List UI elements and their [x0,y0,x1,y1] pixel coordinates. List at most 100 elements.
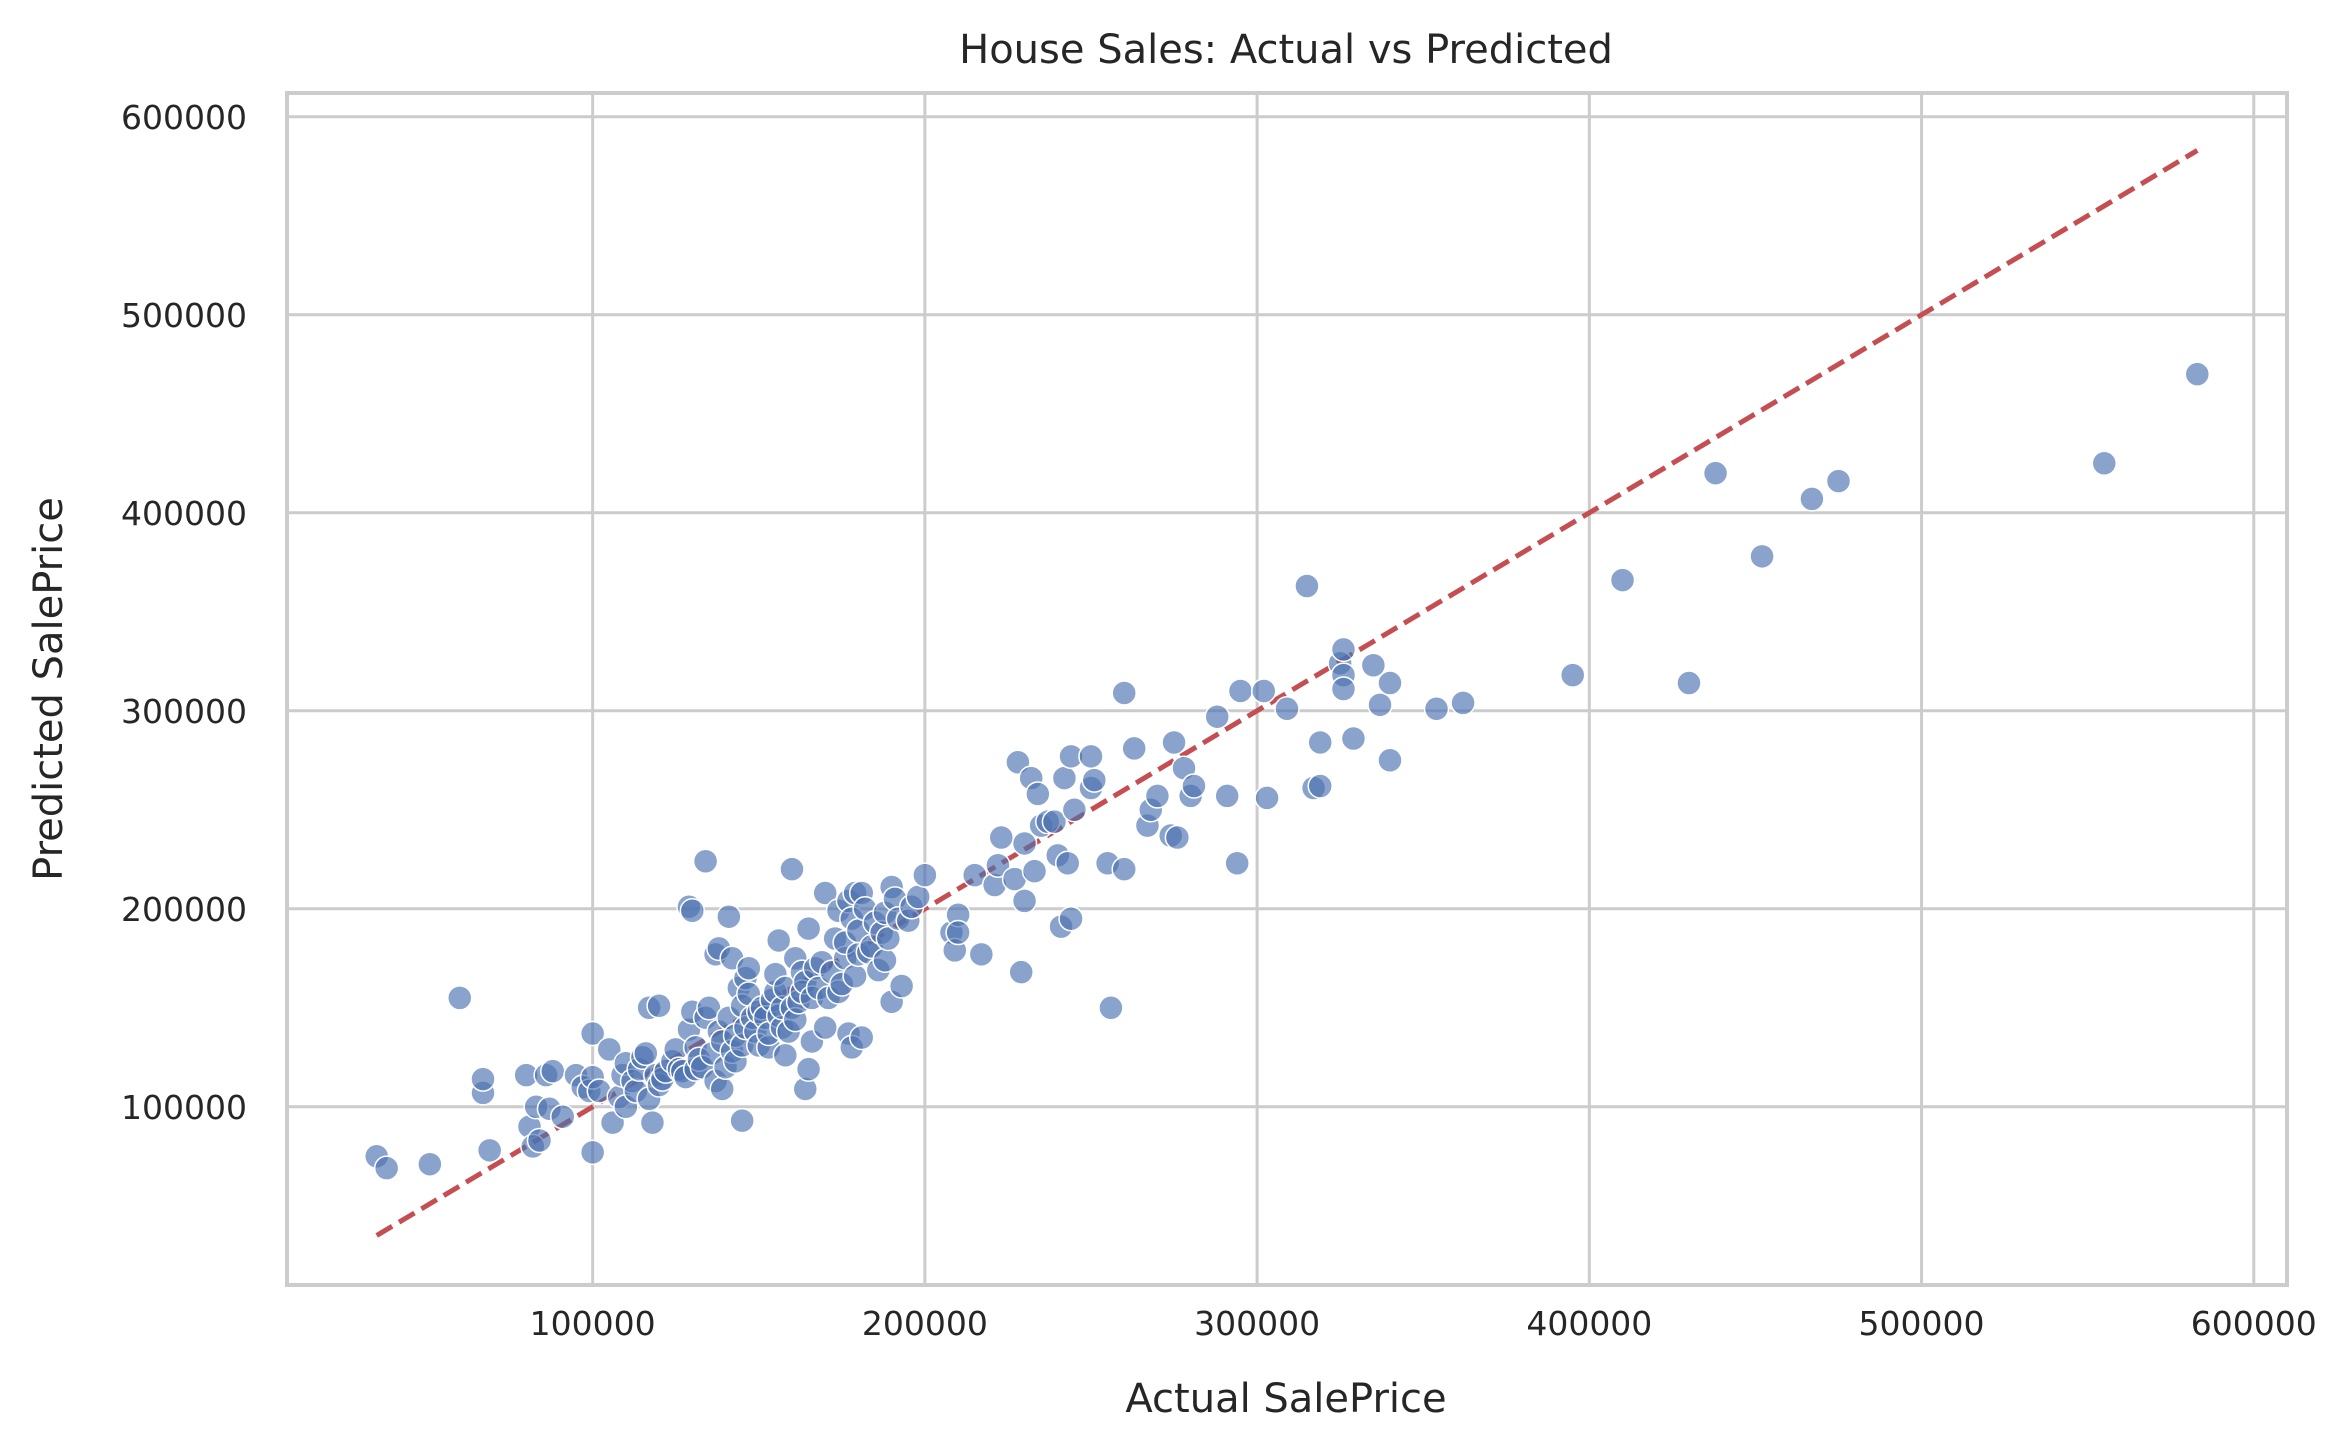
data-point [1041,808,1068,835]
data-point [795,1056,822,1082]
data-point [795,915,822,942]
data-point [1250,678,1277,704]
data-point [1274,696,1300,722]
data-point [692,848,719,875]
y-tick-label: 500000 [121,296,247,335]
y-tick-label: 200000 [121,890,247,929]
data-point [1307,729,1333,756]
data-point [447,985,473,1011]
data-point [985,852,1011,878]
data-point [476,1137,503,1164]
data-point [812,880,838,906]
data-point [1294,573,1320,599]
data-point [872,947,898,974]
chart-title: House Sales: Actual vs Predicted [959,27,1613,73]
data-point [373,1155,400,1181]
data-point [1330,636,1357,663]
data-point [1676,670,1702,696]
data-point [988,824,1015,851]
data-point [1061,797,1088,823]
data-point [1224,850,1250,876]
data-point [1204,703,1230,730]
data-point [2091,450,2118,477]
data-point [646,993,672,1019]
data-point [1450,690,1476,716]
plot-frame [285,91,2289,1287]
data-point [1254,785,1280,811]
data-point [945,919,971,946]
data-point [1340,725,1367,752]
data-point [2184,361,2211,387]
data-point [1749,543,1775,570]
data-point [579,1139,606,1166]
data-point [1227,678,1254,704]
x-axis-label: Actual SalePrice [1125,1376,1446,1422]
data-point [1307,773,1333,799]
data-point [1181,773,1207,799]
x-tick-labels: 100000 200000 300000 400000 500000 600000 [530,1304,2317,1343]
x-tick-label: 100000 [530,1304,656,1343]
data-point [1825,468,1852,494]
data-point [1702,460,1729,486]
data-point [1559,662,1586,688]
data-point [729,1107,755,1134]
y-tick-label: 600000 [121,98,247,137]
data-point [1144,783,1171,809]
data-point [716,903,742,930]
x-tick-label: 200000 [862,1304,988,1343]
data-point [1008,959,1034,985]
data-point [888,973,915,999]
data-point [1058,905,1084,932]
data-point [1161,729,1187,756]
data-point [1214,783,1240,809]
data-point [1021,858,1048,884]
data-point [905,884,931,910]
data-point [549,1103,576,1130]
data-point [1121,735,1147,762]
data-point [1081,767,1108,793]
data-point [526,1127,553,1154]
x-tick-label: 500000 [1859,1304,1985,1343]
data-point [1360,652,1387,678]
x-tick-label: 300000 [1194,1304,1320,1343]
data-point [736,955,762,981]
data-point [1011,830,1038,857]
data-point [1111,680,1137,706]
data-point [1423,696,1450,722]
data-point [1367,692,1393,718]
data-point [679,898,706,924]
y-tick-labels: 100000 200000 300000 400000 500000 600000 [121,98,247,1127]
data-point [1051,765,1078,791]
data-point [596,1036,623,1063]
data-point [1098,995,1124,1021]
data-point [912,862,938,888]
data-point [1111,856,1137,882]
x-tick-label: 400000 [1526,1304,1652,1343]
data-point [765,927,792,954]
data-point [1609,567,1636,593]
grid-lines [287,93,2287,1285]
data-point [639,1109,666,1136]
y-tick-label: 100000 [121,1088,247,1127]
data-point [1054,850,1081,876]
data-point [849,1024,875,1051]
data-point [1799,486,1825,512]
data-point [772,1042,799,1069]
data-point [579,1020,606,1047]
data-point [1330,676,1357,702]
x-tick-label: 600000 [2191,1304,2317,1343]
data-point [1078,743,1104,770]
data-point [540,1058,566,1084]
data-point [470,1066,496,1092]
data-point [1164,824,1191,851]
data-points [363,361,2211,1181]
data-point [968,941,995,968]
y-tick-label: 300000 [121,692,247,731]
data-point [633,1040,659,1067]
y-axis-label: Predicted SalePrice [26,497,72,881]
data-point [1025,781,1051,807]
data-point [417,1151,443,1177]
data-point [1011,888,1038,914]
data-point [779,856,805,882]
